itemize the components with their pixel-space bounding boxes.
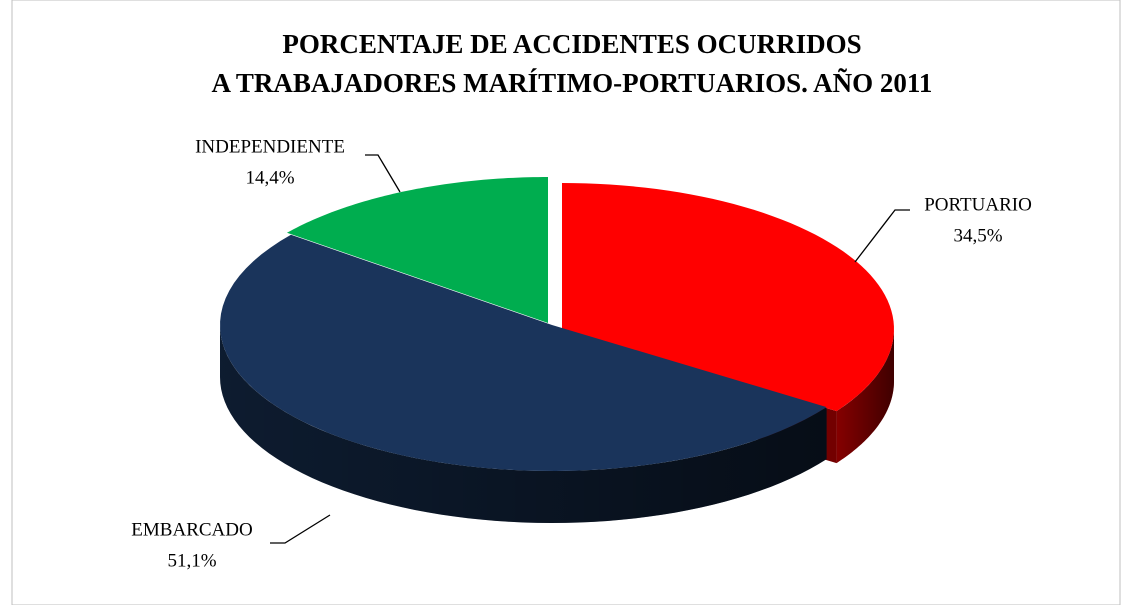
category-label: INDEPENDIENTE: [195, 136, 345, 157]
chart-border: [11, 0, 1121, 605]
slice: [562, 183, 894, 412]
chart-title: A TRABAJADORES MARÍTIMO-PORTUARIOS. AÑO …: [212, 68, 933, 98]
slice-side-shade: [220, 325, 827, 523]
value-label: 51,1%: [167, 550, 216, 571]
value-label: 14,4%: [245, 167, 294, 188]
leader-line: [365, 154, 401, 193]
slice: [286, 177, 548, 323]
leader-line: [270, 514, 331, 544]
slice: [220, 234, 827, 471]
chart-title: PORCENTAJE DE ACCIDENTES OCURRIDOS: [282, 29, 861, 59]
leader-line: [854, 209, 910, 263]
slice-side-shade: [836, 329, 894, 464]
category-label: EMBARCADO: [131, 519, 252, 540]
category-label: PORTUARIO: [924, 194, 1032, 215]
value-label: 34,5%: [953, 225, 1002, 246]
